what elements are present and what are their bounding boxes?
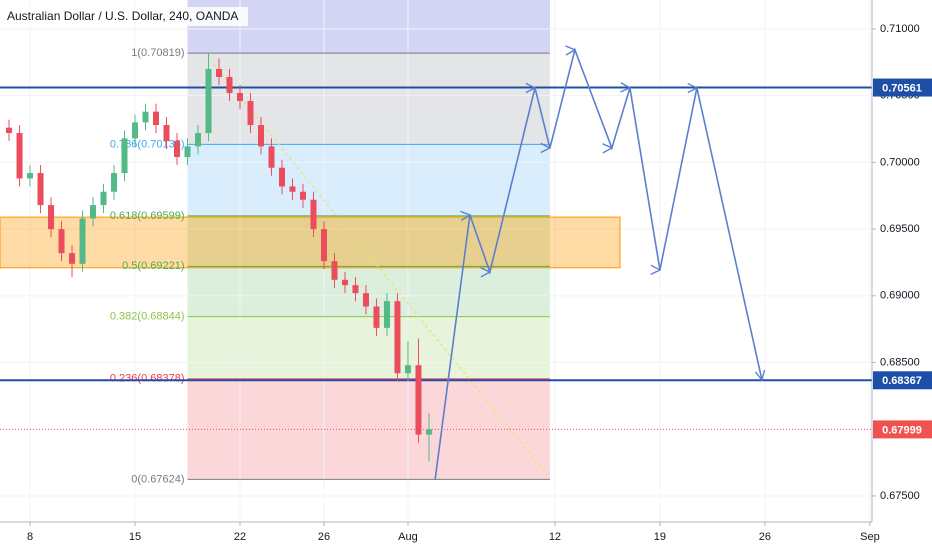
tags-layer: 0.70561 0.68367 0.67999 — [873, 78, 932, 439]
x-tick-label: Sep — [860, 531, 880, 543]
candle-body — [352, 285, 359, 294]
candle-body — [226, 76, 233, 94]
last-price-tag-bg — [873, 420, 932, 439]
x-tick-label: 12 — [549, 531, 561, 543]
price-tag-bg — [873, 78, 932, 97]
candle-body — [425, 429, 432, 435]
y-tick-label: 0.69500 — [880, 223, 920, 235]
fib-level-label: 1(0.70819) — [131, 47, 184, 59]
candle-body — [415, 365, 422, 435]
candle-body — [100, 191, 107, 206]
candle-body — [247, 101, 254, 126]
price-tag: 0.70561 — [882, 82, 922, 94]
candle-body — [404, 365, 411, 374]
y-tick-label: 0.67500 — [880, 490, 920, 502]
candle-body — [121, 138, 128, 174]
x-tick-label: 8 — [27, 531, 33, 543]
x-tick-label: 26 — [759, 531, 771, 543]
fib-level-label: 0.5(0.69221) — [122, 260, 184, 272]
candle-body — [299, 191, 306, 200]
time-axis-bg — [0, 522, 932, 550]
candle-body — [394, 301, 401, 374]
candle-body — [215, 68, 222, 77]
candle-body — [373, 306, 380, 328]
candle-body — [331, 261, 338, 280]
projection-path — [434, 50, 762, 481]
candle-body — [48, 205, 55, 230]
x-tick-label: Aug — [398, 531, 418, 543]
chart-title: Australian Dollar / U.S. Dollar, 240, OA… — [7, 9, 238, 23]
candle-body — [205, 68, 212, 134]
candle-body — [142, 111, 149, 123]
candle-body — [289, 186, 296, 192]
candle-body — [16, 133, 23, 179]
y-tick-label: 0.68500 — [880, 356, 920, 368]
x-tick-label: 19 — [654, 531, 666, 543]
x-tick-label: 15 — [129, 531, 141, 543]
candle-body — [132, 122, 139, 139]
fib-level-label: 0.618(0.69599) — [110, 210, 185, 222]
candle-body — [111, 173, 118, 192]
fib-level-label: 0(0.67624) — [131, 473, 184, 485]
trend-line — [209, 59, 549, 477]
y-tick-label: 0.71000 — [880, 23, 920, 35]
candle-body — [383, 301, 390, 328]
candle-body — [90, 205, 97, 219]
x-tick-label: 22 — [234, 531, 246, 543]
candle-body — [236, 93, 243, 102]
last-price-tag: 0.67999 — [882, 424, 922, 436]
candle-body — [362, 293, 369, 307]
candle-body — [58, 229, 65, 254]
price-tag-bg — [873, 371, 932, 390]
candle-body — [195, 133, 202, 147]
y-tick-label: 0.70000 — [880, 156, 920, 168]
fib-level-label: 0.382(0.68844) — [110, 311, 185, 323]
y-tick-label: 0.69000 — [880, 290, 920, 302]
candle-body — [69, 253, 76, 264]
candle-body — [341, 279, 348, 286]
candle-body — [163, 125, 170, 142]
x-tick-label: 26 — [318, 531, 330, 543]
candle-body — [268, 146, 275, 168]
candle-body — [37, 173, 44, 206]
candle-body — [184, 146, 191, 158]
fib-zone — [187, 266, 550, 317]
candle-body — [257, 125, 264, 147]
price-tag: 0.68367 — [882, 375, 922, 387]
marks-layer — [0, 50, 872, 481]
fib-level-label: 0.236(0.68378) — [110, 373, 185, 385]
fib-zone — [187, 316, 550, 379]
candle-body — [174, 141, 181, 158]
candle-body — [79, 218, 86, 264]
fib-level-label: 0.786(0.70135) — [110, 138, 185, 150]
title-bg — [4, 7, 248, 26]
candle-body — [320, 229, 327, 262]
candle-body — [27, 173, 34, 179]
candle-body — [310, 199, 317, 230]
fib-zone — [187, 144, 550, 216]
candle-body — [153, 111, 160, 126]
candle-body — [6, 127, 13, 134]
candle-body — [278, 167, 285, 187]
